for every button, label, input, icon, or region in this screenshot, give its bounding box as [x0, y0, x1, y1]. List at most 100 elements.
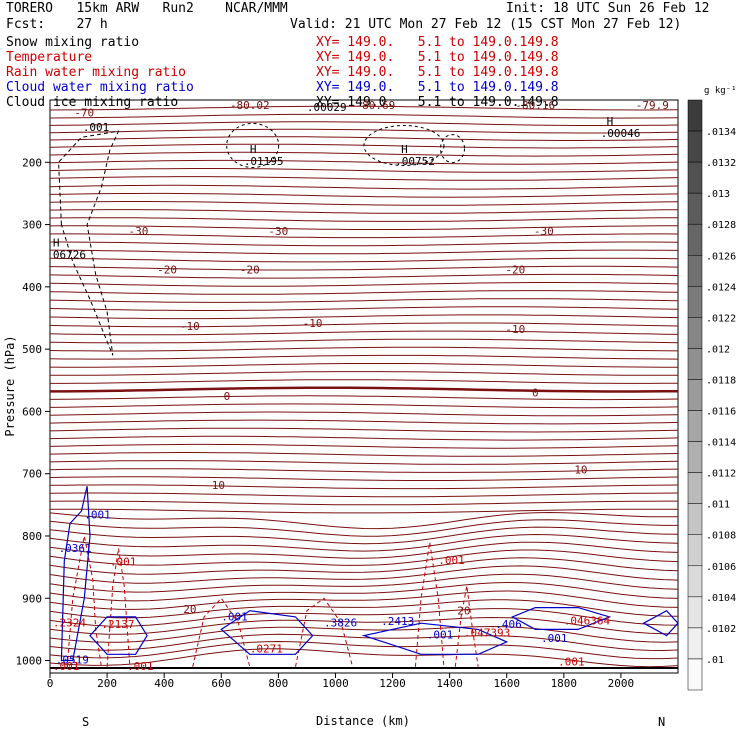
colorbar-tick-label: .0104: [706, 593, 736, 604]
cloud-water-label: .0519: [56, 654, 89, 667]
isotherm-line: [49, 443, 679, 449]
isotherm-line: [49, 265, 679, 271]
isotherm-line: [49, 533, 679, 552]
colorbar-swatch: [687, 410, 703, 442]
isotherm-line: [49, 435, 679, 441]
isotherm-label: -30: [534, 225, 554, 238]
cloud-water-contour: [642, 609, 679, 637]
colorbar-swatch: [687, 192, 703, 225]
isotherm-label: -20: [505, 263, 525, 276]
isotherm-label: -20: [157, 263, 177, 276]
colorbar-tick-label: .0128: [706, 220, 736, 231]
isotherm-line: [49, 290, 679, 295]
isotherm-label: -10: [180, 320, 200, 333]
cloud-water-contour: [89, 616, 148, 655]
colorbar-swatch: [687, 472, 703, 504]
ice-contour: [58, 130, 120, 356]
isotherm-line: [49, 616, 679, 635]
colorbar-swatch: [687, 441, 703, 473]
rain-label: .047393: [464, 626, 510, 639]
legend-field-xy: XY= 149.0. 5.1 to 149.0.149.8: [316, 50, 559, 65]
colorbar-swatch: [687, 223, 703, 256]
x-tick-label: 1000: [322, 677, 349, 690]
y-tick-label: 400: [22, 281, 42, 294]
y-tick-label: 300: [22, 219, 42, 232]
isotherm-label: 10: [574, 463, 587, 476]
colorbar-tick-label: .0124: [706, 282, 736, 293]
isotherm-label: -80.69: [356, 99, 396, 112]
isotherm-line: [49, 427, 679, 433]
isotherm-line: [49, 411, 679, 417]
isotherm-label: 10: [212, 479, 225, 492]
init-time: Init: 18 UTC Sun 26 Feb 12: [506, 1, 710, 16]
colorbar-tick-label: .011: [706, 500, 730, 511]
snow-max-value: .00046: [601, 127, 641, 140]
isotherm-label: 0: [532, 387, 539, 400]
isotherm-line: [49, 113, 679, 119]
isotherm-line: [49, 192, 679, 198]
colorbar-swatch: [687, 255, 703, 287]
x-end-label-north: N: [658, 715, 665, 729]
snow-contour: [363, 124, 445, 166]
isotherm-line: [49, 306, 679, 311]
colorbar-swatch: [687, 627, 703, 660]
isotherm-label: -20: [240, 263, 260, 276]
snow-max-value: .01195: [244, 155, 284, 168]
colorbar-swatch: [687, 596, 703, 629]
cloud-water-label: .001: [221, 611, 248, 624]
rain-contour: [295, 597, 354, 667]
isotherm-line: [49, 298, 679, 303]
isotherm-line: [49, 273, 679, 279]
y-tick-label: 800: [22, 530, 42, 543]
y-tick-label: 900: [22, 592, 42, 605]
colorbar-tick-label: .0132: [706, 158, 736, 169]
isotherm-line: [49, 121, 679, 126]
isotherm-line: [49, 282, 679, 287]
ice-label: H: [53, 236, 60, 249]
x-tick-label: 2000: [608, 677, 635, 690]
colorbar-tick-label: .0118: [706, 375, 736, 386]
y-axis-title: Pressure (hPa): [3, 335, 17, 436]
isotherm-line: [49, 249, 679, 255]
x-tick-label: 0: [47, 677, 54, 690]
isotherm-line: [49, 557, 679, 575]
rain-label: .001: [127, 660, 154, 673]
isotherm-line: [49, 346, 679, 352]
rain-label: .001: [53, 660, 80, 673]
legend-field-xy: XY= 149.0. 5.1 to 149.0.149.8: [316, 80, 559, 95]
cloud-water-label: .0361: [59, 542, 92, 555]
snow-max-marker: H: [401, 143, 408, 156]
cloud-water-label: .406: [495, 618, 522, 631]
rain-label: .2324: [53, 616, 86, 629]
isotherm-label: 20: [457, 605, 470, 618]
snow-max-value: .00752: [395, 155, 435, 168]
isotherm-line: [50, 386, 679, 393]
isotherm-line: [50, 233, 679, 239]
legend-field-name: Snow mixing ratio: [6, 35, 140, 50]
isotherm-line: [49, 625, 679, 643]
rain-label: .046364: [564, 614, 611, 627]
rain-contour: [192, 597, 251, 667]
isotherm-line: [49, 541, 679, 559]
rain-label: .2137: [101, 618, 134, 631]
isotherm-label: -10: [505, 323, 525, 336]
isotherm-line: [49, 549, 679, 566]
x-tick-label: 200: [97, 677, 117, 690]
isotherm-line: [49, 322, 679, 328]
x-tick-label: 1600: [493, 677, 520, 690]
x-tick-label: 1400: [436, 677, 463, 690]
isotherm-line: [49, 599, 679, 619]
rain-contour: [106, 548, 131, 667]
cloud-water-label: .2413: [381, 615, 414, 628]
isotherm-label: -70: [74, 106, 94, 119]
colorbar-swatch: [687, 658, 703, 691]
colorbar-swatch: [687, 503, 703, 535]
isotherm-line: [49, 581, 679, 602]
isotherm-line: [49, 511, 679, 530]
isotherm-label: -79.9: [636, 99, 669, 112]
x-tick-label: 800: [268, 677, 288, 690]
isotherm-line: [49, 330, 679, 336]
isotherm-line: [49, 184, 679, 190]
isotherm-line: [49, 176, 679, 181]
rain-label: .001: [110, 555, 137, 568]
